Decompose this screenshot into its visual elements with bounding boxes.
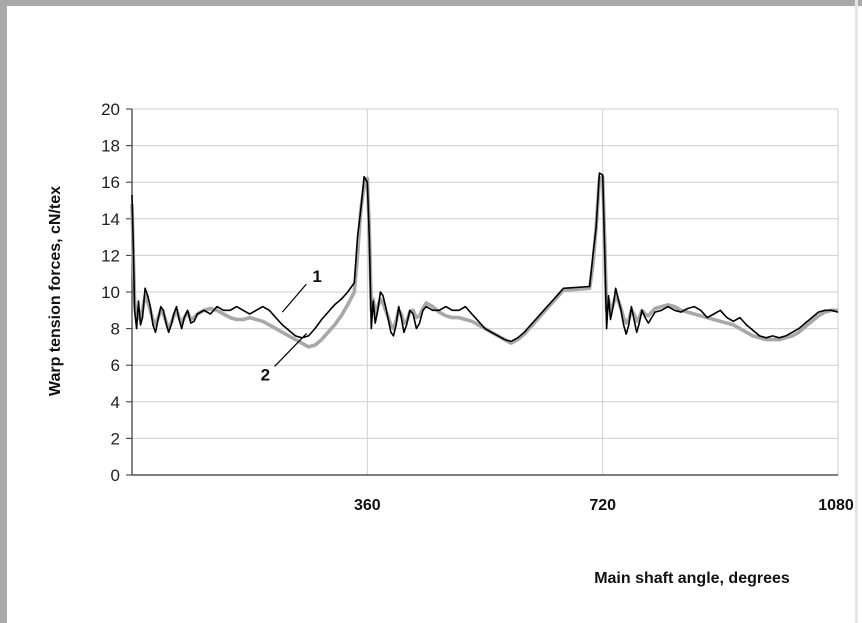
y-tick-label: 2 bbox=[111, 429, 120, 448]
y-tick-label: 12 bbox=[101, 246, 120, 265]
y-tick-label: 10 bbox=[101, 283, 120, 302]
y-tick-label: 20 bbox=[101, 100, 120, 119]
annotation-2-label: 2 bbox=[261, 365, 270, 384]
y-tick-label: 0 bbox=[111, 466, 120, 485]
x-axis-title: Main shaft angle, degrees bbox=[594, 570, 790, 587]
frame-top-edge bbox=[0, 0, 862, 6]
y-tick-label: 4 bbox=[111, 393, 120, 412]
annotation-1-leader bbox=[281, 283, 307, 313]
annotation-1-label: 1 bbox=[312, 267, 321, 286]
series-group bbox=[130, 172, 839, 349]
y-tick-label: 16 bbox=[101, 173, 120, 192]
y-tick-label: 14 bbox=[101, 210, 120, 229]
grid bbox=[132, 108, 839, 475]
x-tick-label: 360 bbox=[354, 497, 381, 514]
annotations: 12 bbox=[261, 267, 322, 384]
y-tick-label: 18 bbox=[101, 137, 120, 156]
x-tick-label: 1080 bbox=[818, 497, 854, 514]
frame-right-edge bbox=[855, 0, 858, 623]
axes bbox=[126, 108, 838, 476]
y-axis-title: Warp tension forces, cN/tex bbox=[47, 186, 64, 396]
series-line-2 bbox=[130, 174, 838, 349]
annotation-2-leader bbox=[274, 333, 308, 367]
y-tick-label: 8 bbox=[111, 320, 120, 339]
frame-left-edge bbox=[0, 0, 7, 623]
x-tick-label: 720 bbox=[589, 497, 616, 514]
y-tick-label: 6 bbox=[111, 356, 120, 375]
series-line-1 bbox=[131, 172, 839, 343]
